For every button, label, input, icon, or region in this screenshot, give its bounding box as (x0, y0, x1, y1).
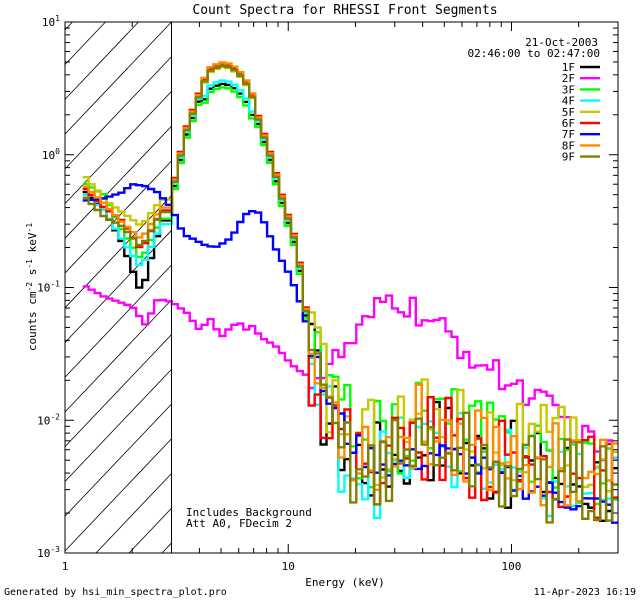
hatch-line (65, 368, 172, 483)
y-tick-label: 10-2 (37, 412, 60, 427)
legend-label-6F: 6F (562, 117, 575, 130)
hatch-line (65, 56, 172, 170)
annotation-attenuator: Att A0, FDecim 2 (186, 517, 292, 530)
hatch-line (65, 403, 172, 517)
legend-label-9F: 9F (562, 151, 575, 164)
hatch-line (65, 90, 172, 205)
y-axis-label: counts cm-2 s-1 keV-1 (25, 223, 39, 351)
series-line-9F (82, 64, 618, 524)
legend-label-2F: 2F (562, 72, 575, 85)
legend-label-7F: 7F (562, 128, 575, 141)
hatch-line (65, 229, 172, 344)
attenuated-region-hatch (0, 22, 640, 553)
y-tick-label: 100 (42, 147, 60, 162)
footer-generated-by: Generated by hsi_min_spectra_plot.pro (4, 587, 227, 598)
time-range-label: 02:46:00 to 02:47:00 (468, 47, 600, 60)
hatch-line (65, 264, 172, 378)
date-label: 21-Oct-2003 (525, 36, 598, 49)
chart-title: Count Spectra for RHESSI Front Segments (192, 3, 497, 18)
legend-label-4F: 4F (562, 95, 575, 108)
y-tick-label: 101 (42, 14, 60, 29)
x-tick-label: 1 (62, 560, 69, 573)
axis-ticks: 1 10 100 10-3 10-2 10-1 100 101 (37, 14, 619, 573)
x-tick-label: 10 (282, 560, 295, 573)
legend-label-8F: 8F (562, 139, 575, 152)
hatch-line (624, 22, 640, 553)
series-layer (82, 61, 618, 524)
y-tick-label: 10-1 (37, 280, 60, 295)
legend-label-5F: 5F (562, 106, 575, 119)
hatch-line (65, 22, 172, 135)
annotation-background: Includes Background (186, 506, 312, 519)
footer-timestamp: 11-Apr-2023 16:19 (534, 587, 636, 598)
x-axis-label: Energy (keV) (305, 576, 384, 589)
legend-label-1F: 1F (562, 61, 575, 74)
hatch-line (65, 438, 172, 552)
legend-label-3F: 3F (562, 83, 575, 96)
x-tick-label: 100 (502, 560, 522, 573)
y-tick-label: 10-3 (37, 545, 60, 560)
hatch-line (0, 22, 6, 553)
